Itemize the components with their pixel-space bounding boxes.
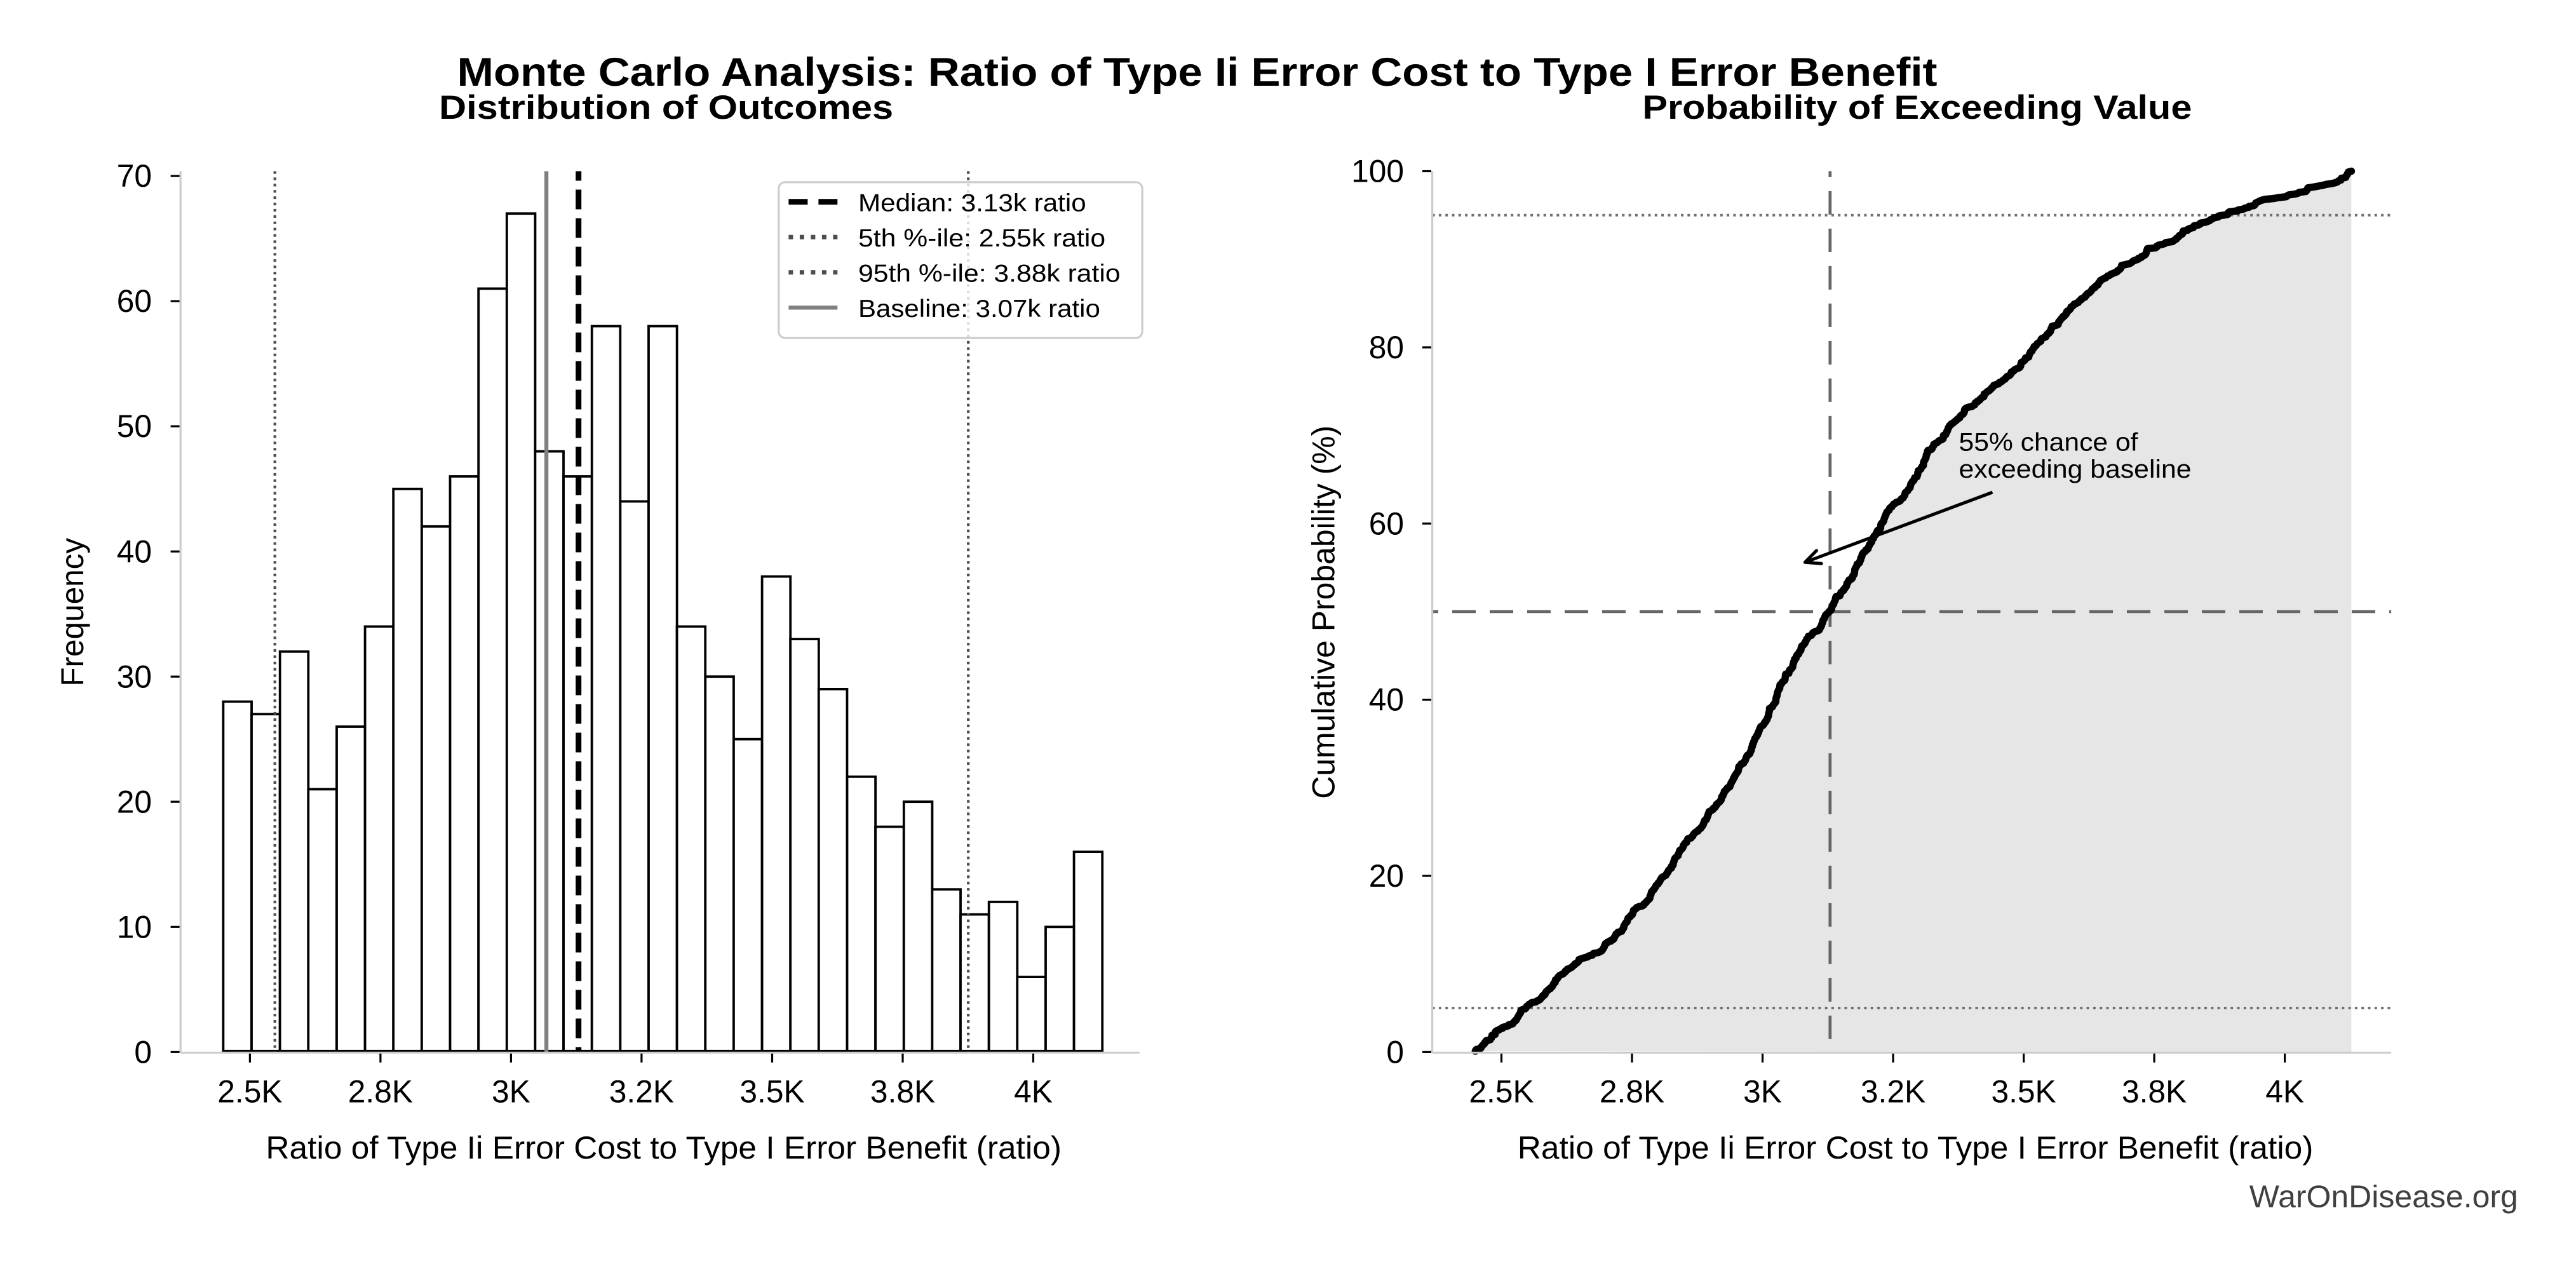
svg-text:exceeding baseline: exceeding baseline [1959,455,2192,483]
svg-text:Monte Carlo Analysis: Ratio of: Monte Carlo Analysis: Ratio of Type Ii E… [457,50,1938,95]
svg-text:3.5K: 3.5K [1991,1073,2056,1109]
svg-text:30: 30 [117,659,152,694]
svg-text:80: 80 [1369,330,1404,365]
svg-text:40: 40 [1369,682,1404,718]
svg-text:60: 60 [1369,506,1404,541]
svg-text:3K: 3K [1743,1073,1782,1109]
svg-text:60: 60 [117,283,152,319]
svg-text:4K: 4K [2265,1073,2304,1109]
svg-text:50: 50 [117,408,152,444]
svg-text:5th %-ile: 2.55k ratio: 5th %-ile: 2.55k ratio [858,225,1105,252]
svg-text:3.2K: 3.2K [1861,1073,1925,1109]
svg-text:0: 0 [134,1034,152,1070]
svg-text:3.8K: 3.8K [870,1073,935,1109]
svg-text:Probability of Exceeding Value: Probability of Exceeding Value [1642,89,2192,126]
svg-text:100: 100 [1351,154,1404,189]
svg-text:40: 40 [117,534,152,569]
svg-text:3K: 3K [492,1073,530,1109]
svg-text:Ratio of Type Ii Error Cost to: Ratio of Type Ii Error Cost to Type I Er… [1518,1130,2314,1166]
svg-text:2.8K: 2.8K [1600,1073,1664,1109]
svg-text:WarOnDisease.org: WarOnDisease.org [2249,1180,2518,1214]
svg-text:55% chance of: 55% chance of [1959,428,2139,457]
svg-text:Baseline: 3.07k ratio: Baseline: 3.07k ratio [858,295,1100,323]
svg-text:2.8K: 2.8K [348,1073,413,1109]
svg-text:70: 70 [117,158,152,194]
svg-text:3.5K: 3.5K [739,1073,804,1109]
svg-text:Median: 3.13k ratio: Median: 3.13k ratio [858,189,1086,217]
svg-text:20: 20 [1369,858,1404,894]
svg-text:2.5K: 2.5K [217,1073,282,1109]
svg-text:20: 20 [117,784,152,819]
svg-text:Frequency: Frequency [55,538,90,687]
svg-text:Ratio of Type Ii Error Cost to: Ratio of Type Ii Error Cost to Type I Er… [266,1130,1062,1166]
svg-text:Distribution of Outcomes: Distribution of Outcomes [439,89,893,126]
svg-text:3.2K: 3.2K [609,1073,674,1109]
svg-text:0: 0 [1386,1034,1404,1070]
svg-text:2.5K: 2.5K [1469,1073,1534,1109]
svg-text:95th %-ile: 3.88k ratio: 95th %-ile: 3.88k ratio [858,260,1121,287]
svg-text:Cumulative Probability (%): Cumulative Probability (%) [1306,426,1342,799]
svg-text:10: 10 [117,909,152,945]
svg-text:3.8K: 3.8K [2122,1073,2187,1109]
svg-text:4K: 4K [1014,1073,1053,1109]
